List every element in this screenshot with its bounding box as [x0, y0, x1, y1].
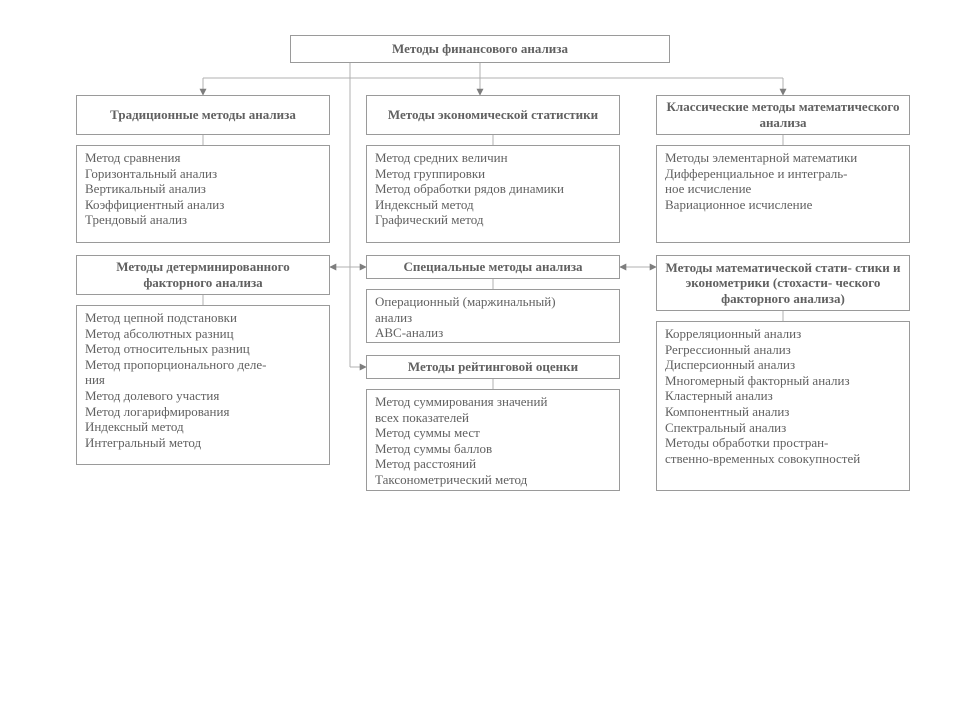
- item: Операционный (маржинальный): [375, 294, 611, 310]
- item: Метод пропорционального деле-: [85, 357, 321, 373]
- item: ное исчисление: [665, 181, 901, 197]
- node-c4_l: Метод цепной подстановкиМетод абсолютных…: [76, 305, 330, 465]
- node-c7_h: Методы рейтинговой оценки: [366, 355, 620, 379]
- item: Индексный метод: [375, 197, 611, 213]
- item: Корреляционный анализ: [665, 326, 901, 342]
- item: Регрессионный анализ: [665, 342, 901, 358]
- item: Горизонтальный анализ: [85, 166, 321, 182]
- item: Метод относительных разниц: [85, 341, 321, 357]
- item: Метод абсолютных разниц: [85, 326, 321, 342]
- item: Метод логарифмирования: [85, 404, 321, 420]
- item: Вариационное исчисление: [665, 197, 901, 213]
- item: Многомерный факторный анализ: [665, 373, 901, 389]
- item: Методы элементарной математики: [665, 150, 901, 166]
- item: Дисперсионный анализ: [665, 357, 901, 373]
- item: ABC-анализ: [375, 325, 611, 341]
- item: ния: [85, 372, 321, 388]
- item: Спектральный анализ: [665, 420, 901, 436]
- item: Метод цепной подстановки: [85, 310, 321, 326]
- diagram-canvas: Методы финансового анализа Традиционные м…: [0, 0, 960, 720]
- item: Метод долевого участия: [85, 388, 321, 404]
- node-root: Методы финансового анализа: [290, 35, 670, 63]
- node-c3_h: Классические методы математического анал…: [656, 95, 910, 135]
- node-c3_l: Методы элементарной математикиДифференци…: [656, 145, 910, 243]
- node-c6_h: Методы математической стати- стики и эко…: [656, 255, 910, 311]
- item: всех показателей: [375, 410, 611, 426]
- item: Коэффициентный анализ: [85, 197, 321, 213]
- item: Графический метод: [375, 212, 611, 228]
- item: Методы обработки простран-: [665, 435, 901, 451]
- item: анализ: [375, 310, 611, 326]
- node-c5_l: Операционный (маржинальный)анализABC-ана…: [366, 289, 620, 343]
- item: Метод обработки рядов динамики: [375, 181, 611, 197]
- item: Метод сравнения: [85, 150, 321, 166]
- item: Метод расстояний: [375, 456, 611, 472]
- item: Метод средних величин: [375, 150, 611, 166]
- item: Дифференциальное и интеграль-: [665, 166, 901, 182]
- item: Метод суммы мест: [375, 425, 611, 441]
- node-c1_l: Метод сравненияГоризонтальный анализВерт…: [76, 145, 330, 243]
- node-c6_l: Корреляционный анализРегрессионный анали…: [656, 321, 910, 491]
- item: Компонентный анализ: [665, 404, 901, 420]
- item: Индексный метод: [85, 419, 321, 435]
- node-c2_h: Методы экономической статистики: [366, 95, 620, 135]
- item: Метод суммирования значений: [375, 394, 611, 410]
- item: Таксонометрический метод: [375, 472, 611, 488]
- item: Интегральный метод: [85, 435, 321, 451]
- item: Вертикальный анализ: [85, 181, 321, 197]
- item: Трендовый анализ: [85, 212, 321, 228]
- item: Кластерный анализ: [665, 388, 901, 404]
- node-c1_h: Традиционные методы анализа: [76, 95, 330, 135]
- item: Метод группировки: [375, 166, 611, 182]
- item: Метод суммы баллов: [375, 441, 611, 457]
- node-c7_l: Метод суммирования значенийвсех показате…: [366, 389, 620, 491]
- node-c4_h: Методы детерминированного факторного ана…: [76, 255, 330, 295]
- item: ственно-временных совокупностей: [665, 451, 901, 467]
- node-c2_l: Метод средних величинМетод группировкиМе…: [366, 145, 620, 243]
- node-c5_h: Специальные методы анализа: [366, 255, 620, 279]
